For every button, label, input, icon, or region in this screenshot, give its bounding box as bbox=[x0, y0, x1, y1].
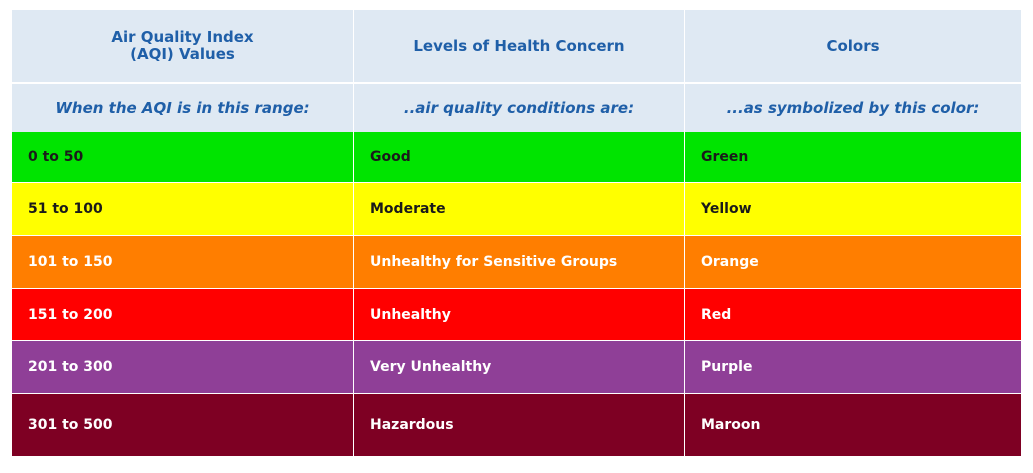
table-row: 0 to 50 Good Green bbox=[12, 132, 1021, 183]
cell-color-name: Green bbox=[684, 132, 1021, 182]
table-row: 151 to 200 Unhealthy Red bbox=[12, 289, 1021, 341]
cell-health-level: Unhealthy for Sensitive Groups bbox=[353, 236, 684, 288]
cell-health-level: Unhealthy bbox=[353, 289, 684, 340]
cell-aqi-range: 201 to 300 bbox=[12, 341, 353, 393]
aqi-rows: 0 to 50 Good Green 51 to 100 Moderate Yellow 1… bbox=[12, 132, 1021, 457]
subheader-color: ...as symbolized by this color: bbox=[684, 82, 1021, 132]
cell-aqi-range: 0 to 50 bbox=[12, 132, 353, 182]
cell-health-level: Moderate bbox=[353, 183, 684, 235]
header-colors: Colors bbox=[684, 10, 1021, 82]
header-health-concern: Levels of Health Concern bbox=[353, 10, 684, 82]
table-row: 201 to 300 Very Unhealthy Purple bbox=[12, 341, 1021, 394]
cell-health-level: Very Unhealthy bbox=[353, 341, 684, 393]
table-row: 101 to 150 Unhealthy for Sensitive Groups… bbox=[12, 236, 1021, 289]
cell-health-level: Hazardous bbox=[353, 394, 684, 456]
header-aqi-line1: Air Quality Index bbox=[111, 28, 254, 46]
subheader-conditions: ..air quality conditions are: bbox=[353, 82, 684, 132]
header-aqi-values: Air Quality Index (AQI) Values bbox=[12, 10, 353, 82]
header-health-concern-label: Levels of Health Concern bbox=[413, 36, 625, 55]
cell-aqi-range: 151 to 200 bbox=[12, 289, 353, 340]
cell-aqi-range: 51 to 100 bbox=[12, 183, 353, 235]
cell-color-name: Orange bbox=[684, 236, 1021, 288]
cell-aqi-range: 101 to 150 bbox=[12, 236, 353, 288]
cell-color-name: Red bbox=[684, 289, 1021, 340]
cell-color-name: Maroon bbox=[684, 394, 1021, 456]
header-aqi-line2: (AQI) Values bbox=[130, 45, 235, 63]
subheader-range: When the AQI is in this range: bbox=[12, 82, 353, 132]
table-row: 301 to 500 Hazardous Maroon bbox=[12, 394, 1021, 457]
cell-color-name: Purple bbox=[684, 341, 1021, 393]
cell-aqi-range: 301 to 500 bbox=[12, 394, 353, 456]
cell-health-level: Good bbox=[353, 132, 684, 182]
table-row: 51 to 100 Moderate Yellow bbox=[12, 183, 1021, 236]
header-colors-label: Colors bbox=[826, 36, 880, 55]
cell-color-name: Yellow bbox=[684, 183, 1021, 235]
aqi-table: Air Quality Index (AQI) Values Levels of… bbox=[12, 10, 1021, 132]
